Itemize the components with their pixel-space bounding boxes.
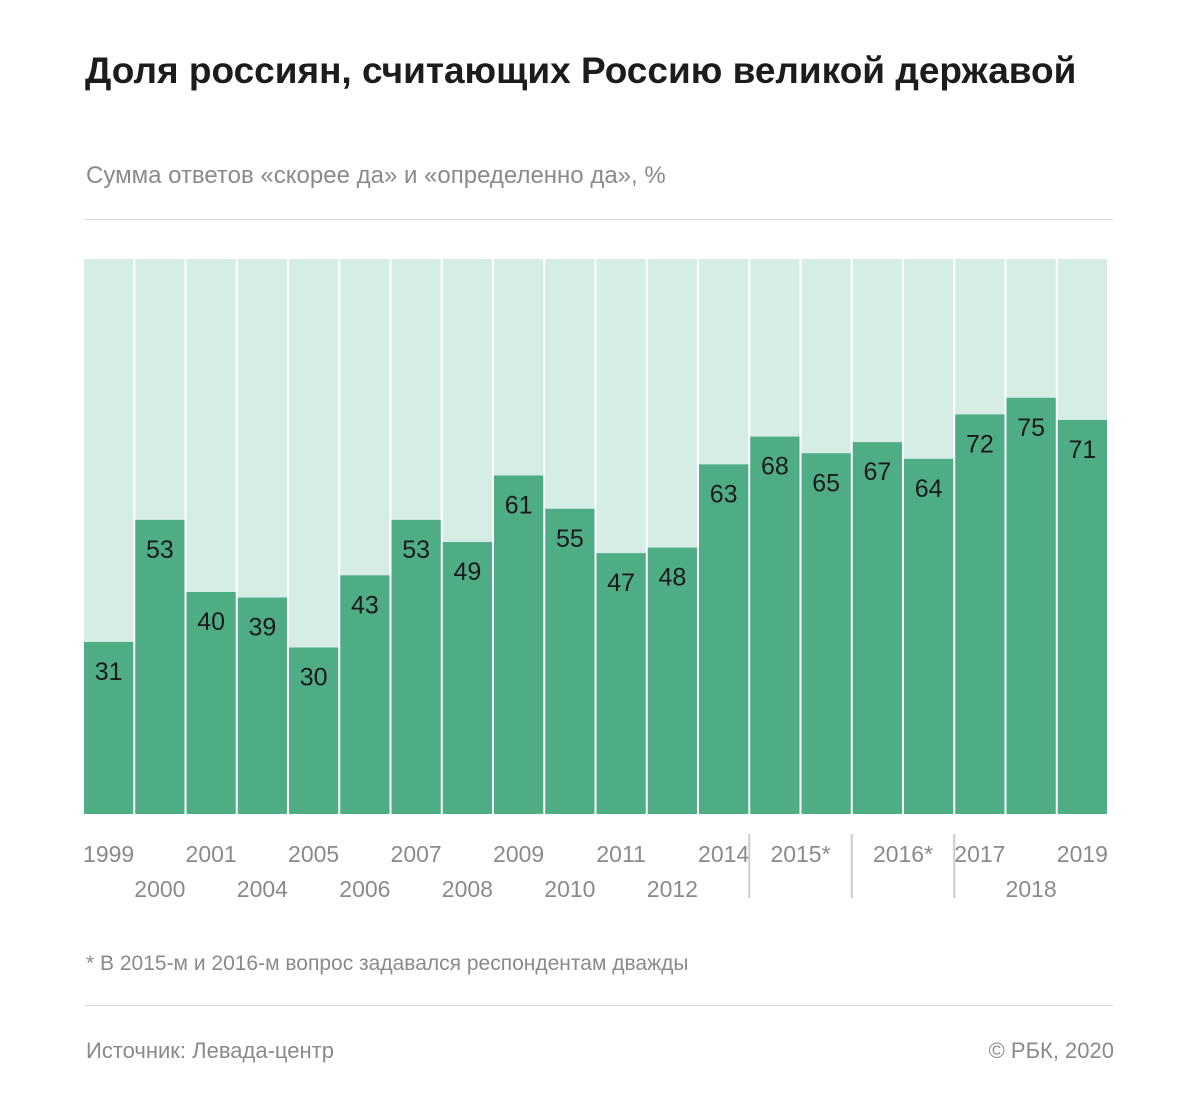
x-tick-label: 1999 bbox=[83, 841, 134, 867]
bar bbox=[135, 519, 185, 814]
x-tick-label: 2016* bbox=[873, 841, 933, 867]
bottom-divider bbox=[85, 1005, 1113, 1006]
bar bbox=[904, 458, 954, 814]
bar bbox=[340, 575, 390, 814]
bar bbox=[699, 464, 749, 814]
data-label: 61 bbox=[505, 491, 533, 519]
bar bbox=[955, 414, 1005, 814]
bar bbox=[494, 475, 544, 814]
x-tick-label: 2017 bbox=[954, 841, 1005, 867]
bar bbox=[237, 597, 287, 814]
bar bbox=[391, 519, 441, 814]
bar bbox=[186, 592, 236, 814]
x-tick-label: 2010 bbox=[544, 876, 595, 902]
data-label: 43 bbox=[351, 591, 379, 619]
data-label: 39 bbox=[248, 614, 276, 642]
data-label: 40 bbox=[197, 608, 225, 636]
bar bbox=[750, 436, 800, 814]
x-tick-label: 2014 bbox=[698, 841, 749, 867]
x-tick-label: 2004 bbox=[237, 876, 288, 902]
bar bbox=[596, 553, 646, 814]
x-tick-label: 2018 bbox=[1006, 876, 1057, 902]
data-label: 72 bbox=[966, 430, 994, 458]
footnote: * В 2015-м и 2016-м вопрос задавался рес… bbox=[86, 952, 689, 975]
bar bbox=[442, 542, 492, 814]
x-tick-label: 2009 bbox=[493, 841, 544, 867]
x-tick-label: 2011 bbox=[596, 841, 645, 867]
data-label: 55 bbox=[556, 525, 584, 553]
x-tick-label: 2007 bbox=[391, 841, 442, 867]
bar bbox=[801, 453, 851, 814]
bar bbox=[852, 442, 902, 814]
x-tick-label: 2015* bbox=[770, 841, 830, 867]
x-tick-label: 2001 bbox=[186, 841, 237, 867]
copyright-note: © РБК, 2020 bbox=[988, 1038, 1114, 1063]
bar bbox=[647, 547, 697, 814]
data-label: 31 bbox=[95, 658, 123, 686]
data-label: 64 bbox=[915, 475, 943, 503]
data-label: 65 bbox=[812, 469, 840, 497]
bar bbox=[545, 508, 595, 814]
x-tick-label: 2008 bbox=[442, 876, 493, 902]
x-tick-label: 2012 bbox=[647, 876, 698, 902]
data-label: 63 bbox=[710, 480, 738, 508]
data-label: 48 bbox=[658, 564, 686, 592]
data-label: 67 bbox=[863, 458, 891, 486]
data-label: 75 bbox=[1017, 414, 1045, 442]
data-label: 47 bbox=[607, 569, 635, 597]
data-label: 53 bbox=[146, 536, 174, 564]
x-tick-label: 2005 bbox=[288, 841, 339, 867]
data-label: 68 bbox=[761, 453, 789, 481]
bar bbox=[1006, 397, 1056, 814]
data-label: 71 bbox=[1068, 436, 1096, 464]
data-label: 53 bbox=[402, 536, 430, 564]
bar bbox=[1057, 419, 1107, 814]
data-label: 30 bbox=[300, 664, 328, 692]
data-label: 49 bbox=[453, 558, 481, 586]
bar bbox=[84, 641, 134, 814]
top-divider bbox=[85, 219, 1113, 220]
source-note: Источник: Левада-центр bbox=[86, 1038, 334, 1063]
chart-subtitle: Сумма ответов «скорее да» и «определенно… bbox=[86, 162, 666, 189]
x-tick-label: 2000 bbox=[134, 876, 185, 902]
x-tick-label: 2019 bbox=[1057, 841, 1108, 867]
bar bbox=[289, 647, 339, 814]
x-tick-label: 2006 bbox=[339, 876, 390, 902]
chart-title: Доля россиян, считающих Россию великой д… bbox=[85, 50, 1077, 91]
